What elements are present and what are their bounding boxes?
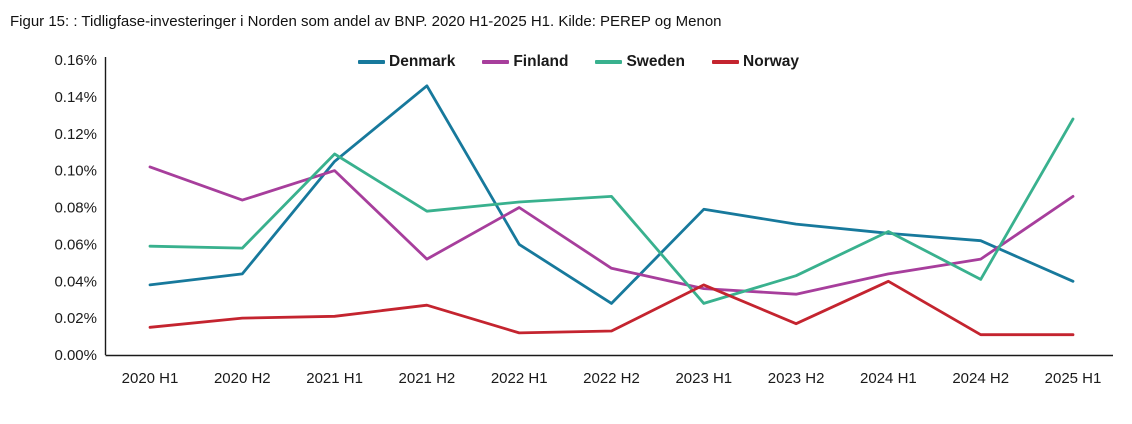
series-line-denmark (148, 84, 1075, 305)
x-axis-tick-label: 2025 H1 (1045, 370, 1102, 387)
x-axis-tick-label: 2022 H2 (583, 370, 640, 387)
legend-item-norway: Norway (712, 53, 799, 71)
legend-line-swatch-finland (482, 60, 510, 64)
legend-item-denmark: Denmark (358, 53, 455, 71)
y-axis-tick-label: 0.08% (54, 200, 97, 217)
legend-label-sweden: Sweden (626, 53, 686, 70)
series-line-sweden (148, 117, 1075, 305)
y-axis-tick-label: 0.12% (54, 126, 97, 143)
legend-item-sweden: Sweden (595, 53, 685, 71)
x-axis-tick-label: 2022 H1 (491, 370, 548, 387)
chart-title: Figur 15: : Tidligfase-investeringer i N… (10, 13, 722, 30)
y-axis-tick-label: 0.00% (54, 347, 97, 364)
x-axis-tick-label: 2023 H2 (768, 370, 825, 387)
series-line-finland (148, 165, 1075, 296)
legend-label-denmark: Denmark (389, 53, 456, 70)
x-axis-tick-label: 2024 H1 (860, 370, 917, 387)
legend-line-swatch-norway (712, 60, 740, 64)
chart-legend: Denmark Finland Sweden Norway (358, 53, 799, 71)
axis-lines (104, 57, 1113, 357)
x-axis-tick-label: 2024 H2 (952, 370, 1009, 387)
y-axis-tick-label: 0.10% (54, 163, 97, 180)
y-axis-tick-label: 0.02% (54, 310, 97, 327)
series-line-norway (148, 279, 1075, 337)
x-axis-tick-label: 2023 H1 (675, 370, 732, 387)
legend-item-finland: Finland (482, 53, 568, 71)
legend-label-norway: Norway (743, 53, 800, 70)
y-axis-tick-label: 0.16% (54, 52, 97, 69)
legend-line-swatch-sweden (595, 60, 623, 64)
x-axis-tick-label: 2020 H2 (214, 370, 271, 387)
x-axis-tick-label: 2021 H2 (399, 370, 456, 387)
x-axis-tick-label: 2021 H1 (306, 370, 363, 387)
legend-line-swatch-denmark (358, 60, 385, 64)
y-axis-tick-label: 0.06% (54, 236, 97, 253)
y-axis-tick-label: 0.14% (54, 89, 97, 106)
legend-label-finland: Finland (513, 53, 569, 70)
x-axis-tick-label: 2020 H1 (122, 370, 179, 387)
y-axis-tick-label: 0.04% (54, 273, 97, 290)
